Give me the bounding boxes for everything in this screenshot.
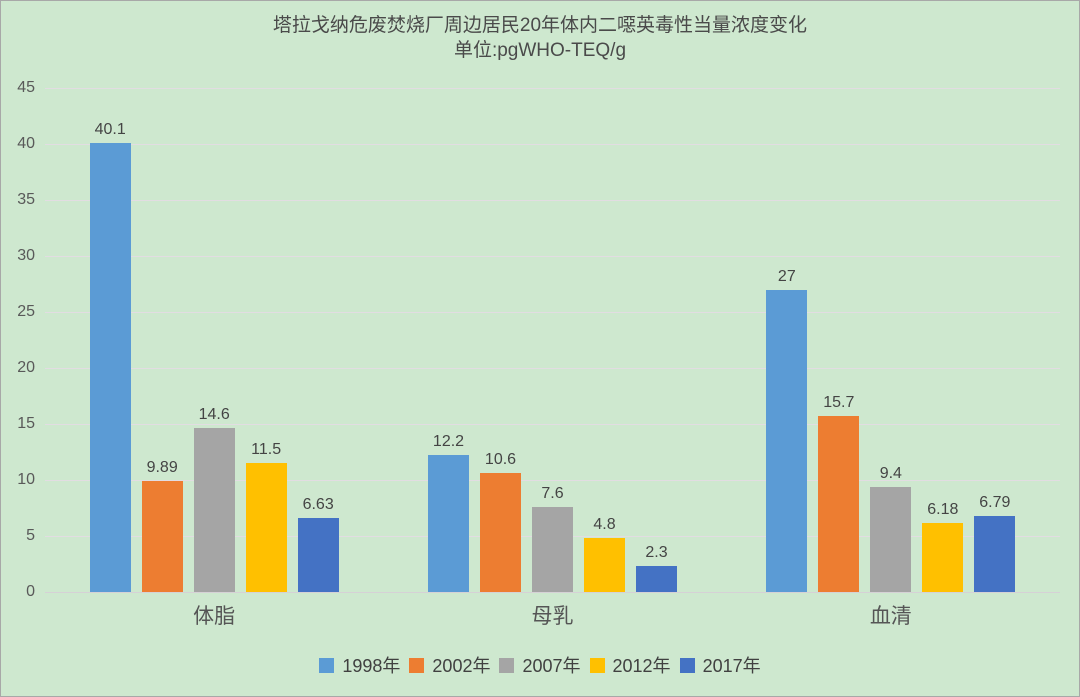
bar-series3-cat1: 14.6 (193, 406, 235, 592)
bar-series2-cat3: 15.7 (818, 394, 860, 592)
y-tick-label: 40 (17, 135, 35, 152)
y-tick-label: 35 (17, 191, 35, 208)
bar-value-label: 9.89 (146, 459, 178, 477)
bar-value-label: 10.6 (484, 451, 517, 469)
gridline (45, 88, 1060, 89)
legend-item-4: 2012年 (589, 652, 671, 678)
bar-series4-cat2: 4.8 (583, 516, 625, 592)
bar-value-label: 12.2 (432, 433, 465, 451)
bar-value-label: 9.4 (879, 464, 902, 482)
legend-swatch-icon (409, 657, 425, 673)
bar-series5-cat2: 2.3 (635, 544, 677, 592)
gridline (45, 480, 1060, 481)
legend-item-1: 1998年 (319, 652, 400, 678)
y-tick-label: 25 (17, 303, 35, 320)
gridline (45, 312, 1060, 313)
bar-value-label: 7.6 (541, 484, 564, 502)
bar-value-label: 14.6 (198, 406, 230, 424)
legend-item-2: 2002年 (409, 652, 490, 678)
bar-series1-cat3: 27 (766, 268, 808, 592)
gridline (45, 144, 1060, 145)
bar-series2-cat2: 10.6 (479, 451, 521, 592)
bar-value-label: 11.5 (251, 441, 282, 459)
y-tick-label: 20 (17, 359, 35, 376)
y-tick-label: 5 (26, 527, 35, 544)
category-label-1: 体脂 (193, 605, 236, 628)
bar-series1-cat1: 40.1 (89, 121, 131, 592)
bar-series1-cat2: 12.2 (427, 433, 469, 592)
chart-subtitle: 单位:pgWHO-TEQ/g (453, 40, 627, 61)
y-tick-label: 30 (17, 247, 35, 264)
y-tick-label: 0 (26, 583, 35, 600)
legend-label: 2007年 (522, 656, 581, 676)
bar-series4-cat3: 6.18 (922, 501, 964, 592)
y-tick-label: 10 (17, 471, 35, 488)
bar-value-label: 15.7 (823, 394, 855, 412)
bar-group-1: 40.1 9.89 14.6 11.5 6.63 (45, 88, 383, 592)
legend-swatch-icon (589, 657, 605, 673)
gridline (45, 424, 1060, 425)
bar-series3-cat3: 9.4 (870, 465, 912, 592)
gridline (45, 368, 1060, 369)
bar-series2-cat1: 9.89 (141, 459, 183, 592)
category-axis: 体脂 母乳 血清 (45, 600, 1060, 630)
bar-series3-cat2: 7.6 (531, 485, 573, 592)
x-axis-line (45, 592, 1060, 593)
bar-value-label: 27 (777, 267, 796, 285)
chart-title: 塔拉戈纳危废焚烧厂周边居民20年体内二噁英毒性当量浓度变化 (272, 15, 808, 36)
bar-group-3: 27 15.7 9.4 6.18 6.79 (722, 88, 1060, 592)
bar-value-label: 6.79 (979, 493, 1011, 511)
bar-series4-cat1: 11.5 (245, 441, 287, 592)
y-tick-label: 45 (17, 79, 35, 96)
bar-groups: 40.1 9.89 14.6 11.5 6.63 12.2 10.6 7.6 4.8 2.3 27 1… (45, 88, 1060, 592)
legend-swatch-icon (679, 657, 695, 673)
legend-label: 2017年 (702, 656, 761, 676)
bar-value-label: 6.18 (927, 500, 959, 518)
category-label-3: 血清 (869, 605, 912, 628)
gridline (45, 256, 1060, 257)
legend-swatch-icon (319, 657, 335, 673)
bar-value-label: 6.63 (302, 495, 334, 513)
legend-item-3: 2007年 (499, 652, 581, 678)
bar-value-label: 40.1 (94, 120, 126, 138)
legend-label: 2012年 (612, 656, 671, 676)
legend-swatch-icon (499, 657, 515, 673)
bar-group-2: 12.2 10.6 7.6 4.8 2.3 (383, 88, 721, 592)
gridline (45, 200, 1060, 201)
category-label-2: 母乳 (531, 605, 574, 628)
bar-value-label: 2.3 (645, 544, 668, 562)
bar-series5-cat1: 6.63 (297, 496, 339, 592)
bar-value-label: 4.8 (593, 516, 616, 534)
chart-title-block: 塔拉戈纳危废焚烧厂周边居民20年体内二噁英毒性当量浓度变化 单位:pgWHO-T… (1, 13, 1079, 63)
legend-label: 2002年 (432, 656, 491, 676)
legend-item-5: 2017年 (679, 652, 761, 678)
legend-label: 1998年 (342, 656, 401, 676)
legend: 1998年 2002年 2007年 2012年 2017年 (1, 652, 1079, 678)
y-tick-label: 15 (17, 415, 35, 432)
bar-series5-cat3: 6.79 (974, 494, 1016, 592)
